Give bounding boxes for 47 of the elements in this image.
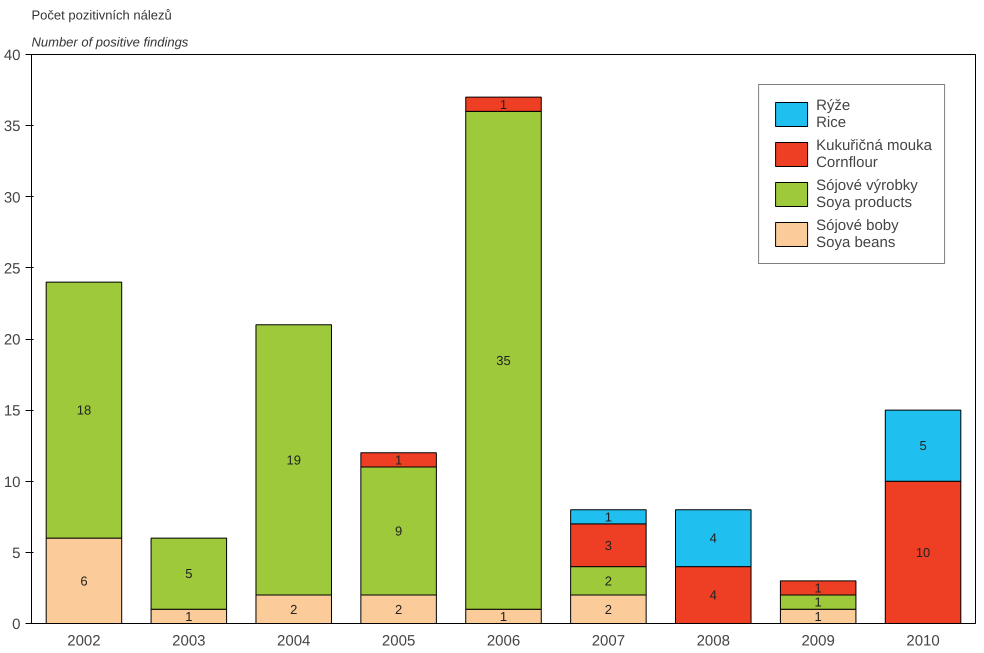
y-tick-label: 20	[4, 332, 21, 348]
data-label: 1	[814, 594, 822, 610]
data-label: 2	[604, 602, 612, 617]
data-label: 19	[286, 452, 301, 468]
x-tick-label: 2009	[801, 632, 835, 650]
data-label: 18	[76, 402, 92, 418]
y-tick-label: 25	[4, 260, 21, 278]
y-tick-label: 0	[12, 616, 20, 633]
data-label: 6	[80, 573, 88, 588]
x-tick-label: 2006	[486, 632, 520, 650]
y-tick-label: 35	[4, 118, 21, 136]
data-label: 2	[290, 602, 298, 617]
x-tick-label: 2003	[172, 632, 206, 650]
y-tick-label: 10	[4, 474, 21, 491]
data-label: 2	[394, 602, 402, 617]
x-tick-label: 2008	[696, 632, 730, 650]
data-label: 1	[814, 580, 822, 596]
data-label: 3	[604, 538, 612, 553]
x-tick-label: 2010	[906, 632, 940, 650]
legend-label: Sójové boby Soya beans	[816, 217, 899, 251]
legend-label: Kukuřičná mouka Cornflour	[816, 137, 932, 171]
x-tick-label: 2002	[67, 632, 101, 650]
y-tick-label: 30	[4, 189, 21, 206]
legend-label: Rýže Rice	[816, 97, 850, 131]
data-label: 4	[710, 588, 717, 603]
legend-label: Sójové výrobky Soya products	[816, 177, 918, 211]
chart-title: Počet pozitivních nálezů	[32, 8, 172, 22]
x-tick-label: 2005	[382, 632, 416, 650]
data-label: 1	[500, 96, 508, 112]
y-tick-label: 15	[4, 402, 21, 420]
x-tick-label: 2004	[277, 632, 310, 650]
data-label: 1	[604, 509, 612, 524]
x-tick-label: 2007	[592, 632, 626, 650]
y-tick-label: 40	[4, 47, 21, 64]
data-label: 5	[919, 438, 927, 454]
data-label: 1	[500, 608, 508, 624]
data-label: 4	[710, 530, 717, 546]
data-label: 9	[394, 524, 402, 539]
data-label: 1	[394, 452, 402, 468]
chart-subtitle: Number of positive findings	[32, 34, 189, 50]
data-label: 10	[916, 544, 930, 560]
data-label: 1	[814, 608, 822, 624]
data-label: 2	[604, 573, 612, 588]
data-label: 1	[185, 608, 192, 624]
data-label: 5	[185, 566, 192, 582]
y-tick-label: 5	[12, 544, 20, 562]
data-label: 35	[496, 352, 511, 368]
